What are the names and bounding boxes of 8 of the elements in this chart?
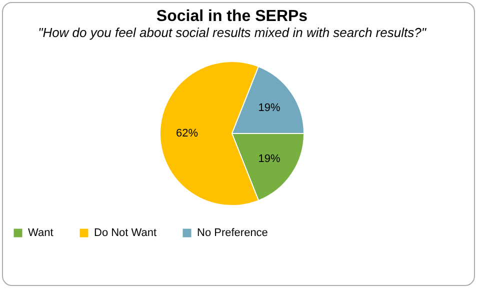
chart-title: Social in the SERPs (156, 8, 308, 25)
data-label: 19% (258, 102, 280, 114)
chart-subtitle: "How do you feel about social results mixed in with search results?" (38, 25, 428, 40)
data-label: 19% (258, 152, 280, 165)
data-label: 62% (176, 128, 198, 140)
legend-label: No Preference (197, 227, 268, 239)
legend-label: Want (28, 227, 54, 239)
legend-label: Do Not Want (94, 227, 157, 239)
